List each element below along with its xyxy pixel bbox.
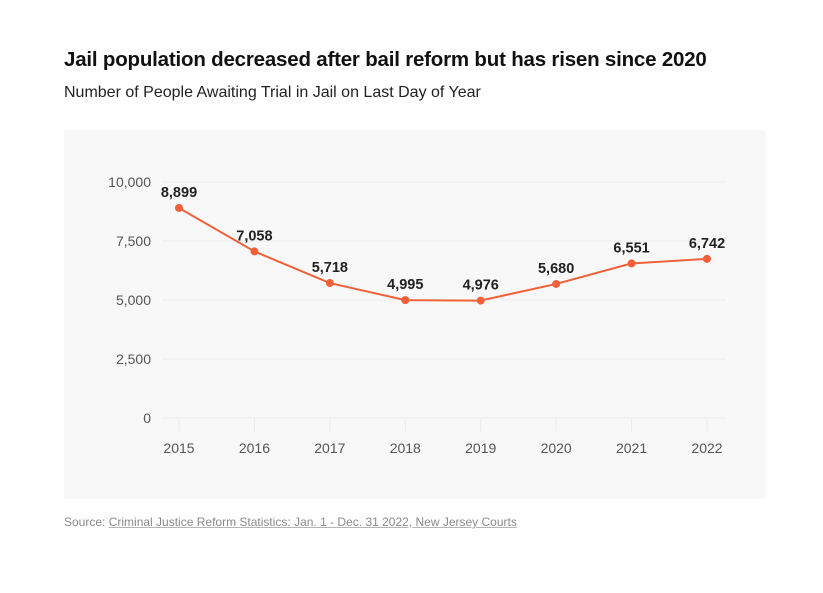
data-labels: 8,899 7,058 5,718 4,995 4,976 5,680 6,551 6,742 <box>161 185 725 294</box>
x-axis-ticks <box>178 418 708 432</box>
x-tick-label: 2015 <box>163 440 194 456</box>
x-tick-label: 2020 <box>541 440 572 456</box>
series-line-group <box>175 203 711 305</box>
data-point <box>627 259 636 268</box>
y-tick-label: 10,000 <box>108 174 151 190</box>
data-label: 6,742 <box>689 236 725 252</box>
data-point <box>703 254 711 263</box>
x-tick-label: 2021 <box>616 440 647 456</box>
data-label: 6,551 <box>613 240 649 256</box>
source-note: Source: Criminal Justice Reform Statisti… <box>64 515 517 529</box>
chart-panel <box>64 130 766 499</box>
data-point <box>476 296 485 305</box>
data-point <box>325 279 334 288</box>
data-point <box>175 203 183 212</box>
source-link[interactable]: Criminal Justice Reform Statistics: Jan.… <box>108 515 517 529</box>
source-prefix: Source: <box>64 515 109 529</box>
y-tick-label: 5,000 <box>116 292 151 308</box>
data-label: 5,718 <box>312 260 348 276</box>
data-label: 4,995 <box>387 277 423 293</box>
x-tick-label: 2017 <box>314 440 345 456</box>
y-tick-label: 7,500 <box>116 233 151 249</box>
x-tick-label: 2022 <box>691 440 722 456</box>
series-line <box>178 207 708 302</box>
x-tick-label: 2019 <box>465 440 496 456</box>
data-point <box>552 279 561 288</box>
chart-subtitle: Number of People Awaiting Trial in Jail … <box>64 84 481 101</box>
x-tick-label: 2016 <box>239 440 270 456</box>
data-label: 5,680 <box>538 261 574 277</box>
y-tick-label: 2,500 <box>116 351 151 367</box>
x-tick-label: 2018 <box>390 440 421 456</box>
data-label: 8,899 <box>161 185 197 201</box>
y-axis: 0 2,500 5,000 7,500 10,000 <box>108 174 151 426</box>
chart-title: Jail population decreased after bail ref… <box>64 48 707 71</box>
data-label: 7,058 <box>236 228 272 244</box>
y-tick-label: 0 <box>143 410 151 426</box>
data-point <box>401 296 410 305</box>
data-point <box>250 247 259 256</box>
data-label: 4,976 <box>463 278 499 294</box>
x-axis: 2015 2016 2017 2018 2019 2020 2021 2022 <box>163 440 722 456</box>
